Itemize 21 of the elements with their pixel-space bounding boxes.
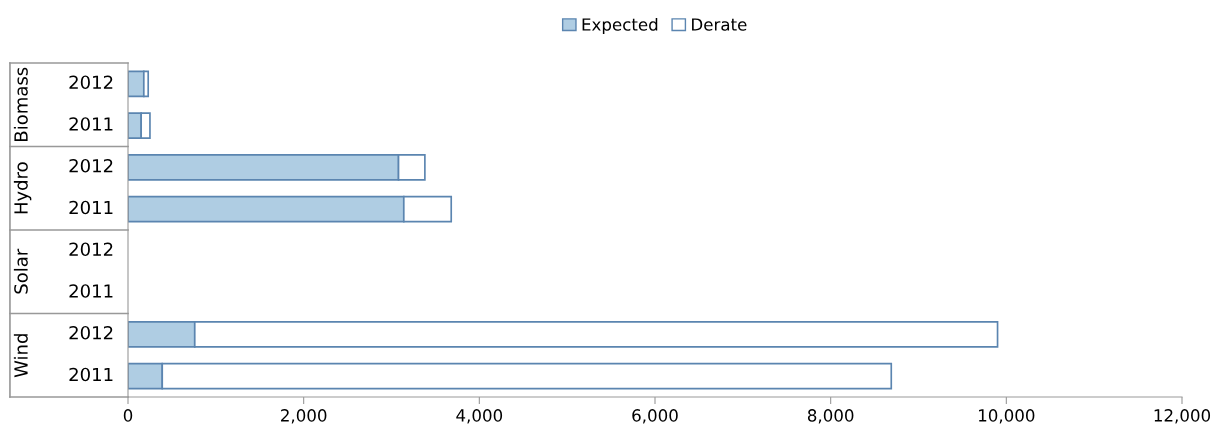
text: Wind bbox=[13, 334, 28, 378]
x-tick-label: 2,000 bbox=[281, 409, 327, 424]
x-tick-label: 10,000 bbox=[979, 409, 1035, 424]
x-tick-label: 0 bbox=[123, 409, 133, 422]
x-tick-label: 12,000 bbox=[1154, 409, 1211, 424]
y-tick-label: 2011 bbox=[69, 367, 113, 382]
legend-label: Expected bbox=[582, 17, 658, 35]
legend-label: Derate bbox=[692, 18, 747, 31]
y-tick-label: 2012 bbox=[69, 158, 113, 173]
y-tick-label: 2011 bbox=[69, 200, 113, 215]
y-tick-label: 2012 bbox=[69, 325, 113, 340]
text: Solar bbox=[13, 248, 28, 294]
y-tick-label: 2012 bbox=[69, 75, 113, 90]
y-tick-label: 2011 bbox=[69, 117, 113, 131]
x-tick-label: 6,000 bbox=[632, 409, 678, 424]
y-tick-label: 2011 bbox=[69, 284, 113, 298]
y-tick-label: 2012 bbox=[69, 242, 113, 257]
x-tick-label: 8,000 bbox=[807, 409, 854, 424]
text: Biomass bbox=[13, 67, 28, 141]
text: Hydro bbox=[13, 162, 32, 214]
x-tick-label: 4,000 bbox=[456, 409, 503, 424]
